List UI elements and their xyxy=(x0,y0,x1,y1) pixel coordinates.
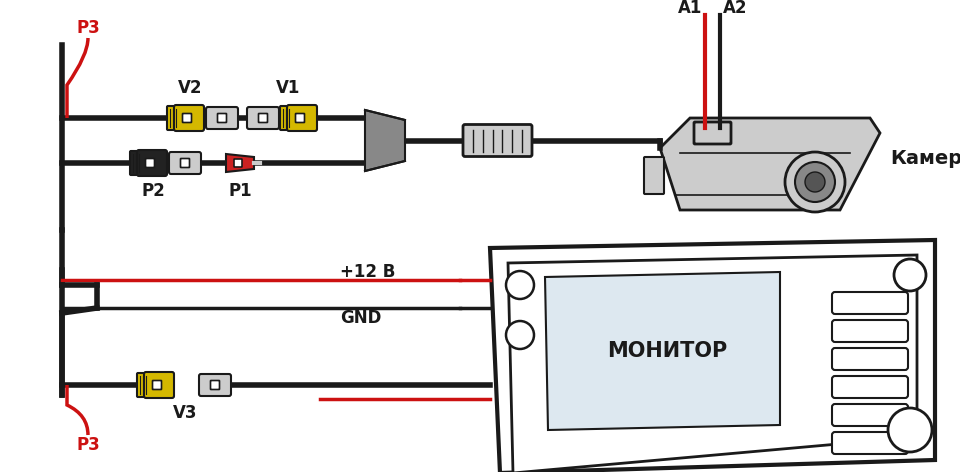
Text: P3: P3 xyxy=(76,436,100,454)
Text: +12 В: +12 В xyxy=(340,263,396,281)
FancyBboxPatch shape xyxy=(199,374,231,396)
Text: V1: V1 xyxy=(276,79,300,97)
FancyBboxPatch shape xyxy=(130,151,142,175)
FancyBboxPatch shape xyxy=(169,152,201,174)
FancyBboxPatch shape xyxy=(832,348,908,370)
Circle shape xyxy=(785,152,845,212)
Polygon shape xyxy=(660,118,880,210)
FancyBboxPatch shape xyxy=(694,122,731,144)
Text: Камера: Камера xyxy=(890,149,960,168)
Text: P1: P1 xyxy=(228,182,252,200)
Circle shape xyxy=(506,271,534,299)
FancyBboxPatch shape xyxy=(234,159,242,167)
Text: A1: A1 xyxy=(678,0,702,17)
FancyBboxPatch shape xyxy=(137,150,167,176)
Polygon shape xyxy=(365,110,405,171)
Circle shape xyxy=(805,172,825,192)
Text: GND: GND xyxy=(340,309,381,327)
Polygon shape xyxy=(226,154,254,172)
Circle shape xyxy=(506,321,534,349)
FancyBboxPatch shape xyxy=(832,376,908,398)
Text: МОНИТОР: МОНИТОР xyxy=(608,341,728,361)
FancyBboxPatch shape xyxy=(247,107,279,129)
Text: V2: V2 xyxy=(178,79,203,97)
Polygon shape xyxy=(545,272,780,430)
Circle shape xyxy=(888,408,932,452)
FancyBboxPatch shape xyxy=(218,113,227,123)
FancyBboxPatch shape xyxy=(182,113,191,123)
FancyBboxPatch shape xyxy=(137,373,149,397)
FancyBboxPatch shape xyxy=(832,292,908,314)
FancyBboxPatch shape xyxy=(258,113,268,123)
Polygon shape xyxy=(508,255,917,472)
FancyBboxPatch shape xyxy=(280,106,292,130)
Circle shape xyxy=(795,162,835,202)
FancyBboxPatch shape xyxy=(206,107,238,129)
FancyBboxPatch shape xyxy=(287,105,317,131)
Text: A2: A2 xyxy=(723,0,748,17)
Polygon shape xyxy=(490,240,935,472)
FancyBboxPatch shape xyxy=(174,105,204,131)
FancyBboxPatch shape xyxy=(153,380,161,389)
FancyBboxPatch shape xyxy=(832,404,908,426)
FancyBboxPatch shape xyxy=(463,125,532,157)
Text: P2: P2 xyxy=(141,182,165,200)
FancyBboxPatch shape xyxy=(144,372,174,398)
Text: P3: P3 xyxy=(76,19,100,37)
Circle shape xyxy=(894,259,926,291)
FancyBboxPatch shape xyxy=(210,380,220,389)
Text: V3: V3 xyxy=(173,404,197,422)
FancyBboxPatch shape xyxy=(146,159,155,168)
FancyBboxPatch shape xyxy=(832,432,908,454)
FancyBboxPatch shape xyxy=(832,320,908,342)
FancyBboxPatch shape xyxy=(644,157,664,194)
FancyBboxPatch shape xyxy=(180,159,189,168)
FancyBboxPatch shape xyxy=(167,106,179,130)
FancyBboxPatch shape xyxy=(296,113,304,123)
